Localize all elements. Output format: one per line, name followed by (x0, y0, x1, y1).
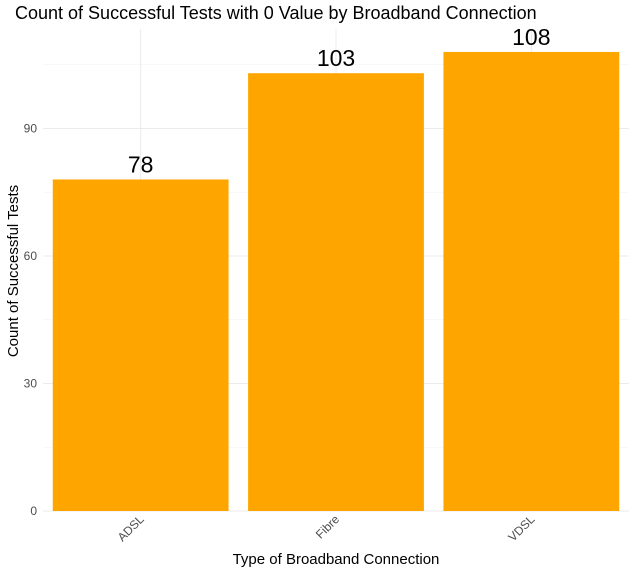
x-tick-label: ADSL (115, 512, 147, 544)
y-axis-ticks: 0 30 60 90 (24, 121, 38, 518)
y-tick-label: 90 (24, 121, 38, 135)
x-tick-label: VDSL (505, 512, 537, 544)
y-tick-label: 30 (24, 376, 38, 390)
chart-title: Count of Successful Tests with 0 Value b… (15, 3, 537, 23)
data-labels: 78 103 108 (128, 24, 551, 178)
y-axis-title: Count of Successful Tests (5, 185, 22, 357)
x-axis-title: Type of Broadband Connection (233, 551, 440, 568)
bar-fibre (248, 73, 424, 511)
bar-adsl (52, 179, 229, 511)
data-label-vdsl: 108 (512, 24, 550, 50)
y-tick-label: 60 (24, 249, 38, 263)
data-label-fibre: 103 (317, 45, 355, 71)
bars (52, 51, 620, 511)
y-tick-label: 0 (30, 504, 37, 518)
x-tick-label: Fibre (313, 512, 342, 541)
data-label-adsl: 78 (128, 151, 154, 177)
bar-vdsl (443, 51, 620, 511)
x-axis-ticks: ADSL Fibre VDSL (115, 512, 538, 544)
